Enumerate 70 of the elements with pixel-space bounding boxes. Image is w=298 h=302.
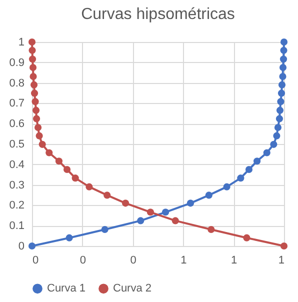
point bbox=[276, 115, 283, 122]
chart-title: Curvas hipsométricas bbox=[81, 6, 235, 23]
point bbox=[270, 140, 278, 148]
x-tick-label: 0 bbox=[80, 254, 86, 266]
point bbox=[72, 174, 79, 182]
y-tick-label: 0.4 bbox=[9, 158, 24, 171]
y-tick-label: 0.5 bbox=[9, 138, 24, 150]
y-tick-label: 0.3 bbox=[9, 179, 24, 192]
point bbox=[237, 174, 244, 182]
point bbox=[38, 140, 46, 148]
point bbox=[30, 72, 37, 80]
point bbox=[104, 192, 111, 199]
point bbox=[223, 183, 230, 190]
point bbox=[28, 242, 36, 250]
point bbox=[28, 38, 36, 46]
point bbox=[276, 106, 284, 114]
point bbox=[137, 217, 144, 224]
legend-label: Curva 2 bbox=[113, 282, 152, 295]
point bbox=[30, 81, 38, 88]
point bbox=[63, 166, 71, 174]
y-tick-label: 0.9 bbox=[9, 56, 24, 69]
point bbox=[280, 38, 288, 46]
point bbox=[280, 242, 288, 250]
y-tick-label: 0.6 bbox=[9, 118, 24, 130]
y-tick-label: 0.7 bbox=[9, 98, 24, 110]
point bbox=[280, 56, 288, 63]
y-tick-label: 0.2 bbox=[9, 200, 24, 212]
point bbox=[101, 226, 108, 234]
point bbox=[278, 81, 286, 88]
point bbox=[208, 226, 215, 234]
point bbox=[162, 208, 170, 216]
point bbox=[28, 46, 36, 54]
point bbox=[274, 124, 282, 132]
point bbox=[32, 106, 40, 114]
legend-label: Curva 1 bbox=[47, 282, 86, 295]
point bbox=[146, 208, 154, 216]
point bbox=[30, 90, 38, 97]
x-tick-label: 1 bbox=[231, 254, 238, 266]
point bbox=[279, 64, 287, 72]
point bbox=[55, 158, 62, 165]
point bbox=[273, 132, 280, 140]
point bbox=[32, 98, 39, 106]
point bbox=[29, 64, 37, 72]
point bbox=[186, 200, 194, 207]
point bbox=[279, 72, 286, 80]
point bbox=[33, 115, 40, 122]
point bbox=[122, 200, 130, 207]
point bbox=[280, 46, 288, 54]
x-tick-label: 1 bbox=[180, 254, 187, 266]
point bbox=[172, 217, 179, 224]
y-tick-label: 0 bbox=[18, 240, 24, 252]
point bbox=[243, 234, 250, 242]
point bbox=[263, 149, 270, 156]
y-tick-label: 1 bbox=[18, 36, 24, 48]
x-tick-label: 0 bbox=[32, 254, 39, 266]
point bbox=[245, 166, 253, 174]
point bbox=[46, 149, 53, 156]
x-tick-label: 1 bbox=[278, 254, 284, 266]
point bbox=[86, 183, 93, 190]
point bbox=[66, 234, 73, 242]
x-tick-label: 0 bbox=[130, 254, 136, 266]
y-tick-label: 0.8 bbox=[9, 77, 24, 90]
point bbox=[278, 90, 286, 97]
point bbox=[254, 158, 261, 165]
y-tick-label: 0.1 bbox=[9, 220, 24, 232]
point bbox=[36, 132, 43, 140]
point bbox=[34, 124, 42, 132]
point bbox=[277, 98, 284, 106]
point bbox=[205, 192, 212, 199]
point bbox=[28, 56, 36, 63]
